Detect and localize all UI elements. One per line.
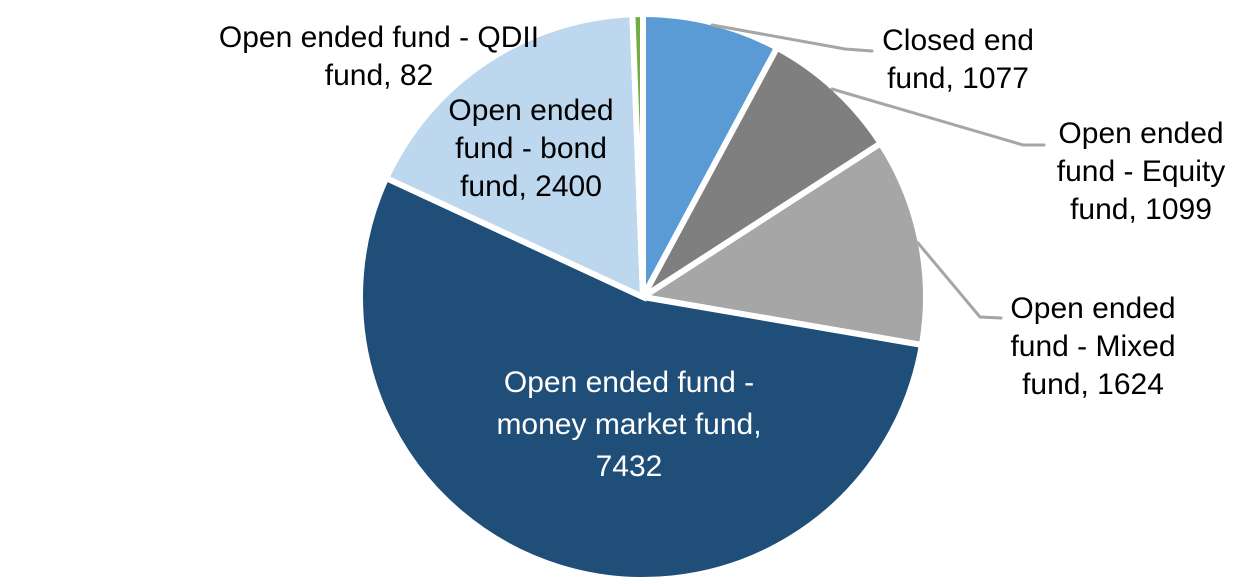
pie-slice-open-ended-mixed-fund [634, 139, 929, 349]
pie-slice-open-ended-qdii-fund [629, 10, 646, 298]
pie-slices [357, 10, 929, 583]
leader-line-open-ended-equity-fund [830, 87, 1046, 147]
slice-label-closed-end-fund: Closed end fund, 1077 [882, 24, 1034, 95]
pie-slice-open-ended-money-market-fund [357, 174, 926, 583]
pie-slice-open-ended-bond-fund [382, 11, 647, 302]
slice-label-open-ended-bond-fund: Open ended fund - bond fund, 2400 [448, 94, 614, 203]
leader-line-open-ended-mixed-fund [916, 241, 1003, 320]
slice-label-open-ended-equity-fund: Open ended fund - Equity fund, 1099 [1056, 117, 1226, 226]
slice-label-open-ended-qdii-fund: Open ended fund - QDII fund, 82 [218, 21, 540, 92]
slice-label-open-ended-money-market-fund: Open ended fund - money market fund, 743… [496, 366, 762, 483]
slice-label-open-ended-mixed-fund: Open ended fund - Mixed fund, 1624 [1010, 292, 1176, 401]
leader-line-closed-end-fund [710, 23, 874, 53]
leader-lines [710, 23, 1046, 320]
pie-slice-closed-end-fund [640, 10, 782, 299]
